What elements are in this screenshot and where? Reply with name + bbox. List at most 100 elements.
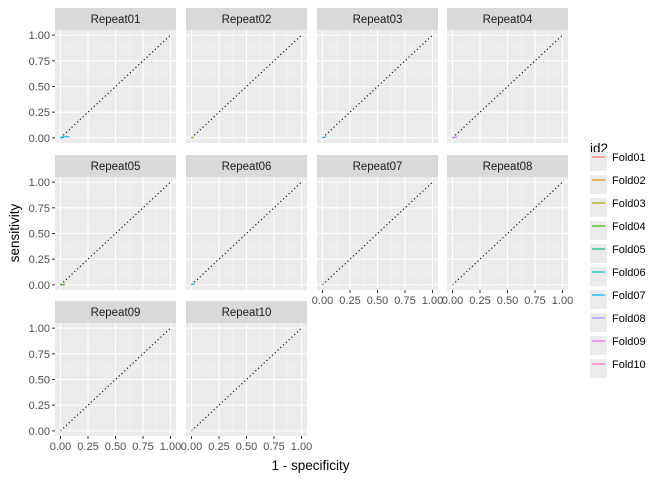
facet-panel: Repeat07 0.00 0.25 0.50 0.75 1.00 <box>312 155 443 307</box>
reference-diagonal <box>452 34 563 139</box>
x-axis-title: 1 - specificity <box>271 458 349 473</box>
legend-key-background <box>590 267 607 286</box>
roc-curve <box>322 136 326 139</box>
x-tick-label: 0.25 <box>77 441 98 453</box>
y-tick-label: 0.50 <box>29 375 50 387</box>
facet-strip <box>55 8 176 30</box>
x-tick-label: 0.00 <box>312 295 333 307</box>
x-tick-label: 0.50 <box>236 441 257 453</box>
legend-label: Fold08 <box>612 313 646 325</box>
facet-panel: Repeat10 0.00 0.25 0.50 0.75 1.00 <box>181 301 312 453</box>
facet-panel: Repeat05 0.00 0.25 0.50 0.75 1.00 <box>29 155 176 292</box>
y-tick-label: 0.25 <box>29 254 50 266</box>
legend-item: Fold05 <box>590 244 646 263</box>
reference-diagonal <box>322 34 433 139</box>
reference-diagonal <box>60 34 171 139</box>
roc-curve <box>191 136 194 139</box>
legend-key-background <box>590 221 607 240</box>
legend-key-background <box>590 313 607 332</box>
legend-label: Fold06 <box>612 267 646 279</box>
facet-strip-label: Repeat04 <box>483 14 533 26</box>
facet-strip-label: Repeat08 <box>483 161 533 173</box>
y-tick-label: 0.25 <box>29 107 50 119</box>
reference-diagonal <box>191 181 302 286</box>
legend-label: Fold02 <box>612 175 646 187</box>
facet-strip <box>55 155 176 177</box>
facet-strip-label: Repeat01 <box>91 14 141 26</box>
facet-strip-label: Repeat06 <box>222 161 272 173</box>
facet-strip <box>55 301 176 323</box>
roc-curve <box>60 283 65 286</box>
facet-strip-label: Repeat09 <box>91 307 141 319</box>
reference-diagonal <box>452 181 563 286</box>
roc-curve <box>60 136 64 139</box>
x-tick-label: 0.25 <box>469 295 490 307</box>
legend-key-background <box>590 244 607 263</box>
legend: id2 Fold01Fold02Fold03Fold04Fold05Fold06… <box>590 141 646 378</box>
roc-curve <box>452 283 454 286</box>
facet-strip <box>447 155 568 177</box>
x-tick-label: 0.75 <box>132 441 153 453</box>
y-tick-label: 1.00 <box>29 177 50 189</box>
x-tick-label: 1.00 <box>160 441 181 453</box>
facet-strip <box>447 8 568 30</box>
facet-strip-label: Repeat03 <box>353 14 403 26</box>
legend-item: Fold04 <box>590 221 646 240</box>
facet-strip-label: Repeat05 <box>91 161 141 173</box>
legend-label: Fold04 <box>612 221 646 233</box>
y-axis-title: sensitivity <box>7 203 22 262</box>
reference-diagonal <box>191 327 302 432</box>
facet-panel: Repeat06 <box>186 155 307 290</box>
facet-strip-label: Repeat02 <box>222 14 272 26</box>
y-tick-label: 1.00 <box>29 323 50 335</box>
facet-panel: Repeat02 <box>186 8 307 143</box>
legend-label: Fold05 <box>612 244 646 256</box>
x-tick-label: 1.00 <box>552 295 573 307</box>
y-tick-label: 0.50 <box>29 82 50 94</box>
x-tick-label: 0.50 <box>367 295 388 307</box>
roc-curve <box>452 136 455 139</box>
y-tick-label: 0.75 <box>29 349 50 361</box>
legend-key-background <box>590 198 607 217</box>
x-tick-label: 0.75 <box>524 295 545 307</box>
facet-strip <box>186 8 307 30</box>
reference-diagonal <box>60 181 171 286</box>
x-tick-label: 0.00 <box>442 295 463 307</box>
y-tick-label: 0.75 <box>29 203 50 215</box>
roc-curve <box>191 283 195 286</box>
facet-strip-label: Repeat10 <box>222 307 272 319</box>
facet-panel: Repeat09 0.00 0.25 0.50 0.75 1.00 0.00 0.25 0.50… <box>29 301 181 453</box>
facet-strip <box>186 155 307 177</box>
legend-item: Fold08 <box>590 313 646 332</box>
legend-key-background <box>590 152 607 171</box>
reference-diagonal <box>191 34 302 139</box>
facet-strip <box>317 8 438 30</box>
legend-item: Fold02 <box>590 175 646 194</box>
x-tick-label: 1.00 <box>422 295 443 307</box>
legend-key-background <box>590 290 607 309</box>
legend-item: Fold01 <box>590 152 646 171</box>
roc-curve <box>191 429 193 432</box>
facet-strip-label: Repeat07 <box>353 161 403 173</box>
x-tick-label: 0.00 <box>50 441 71 453</box>
reference-diagonal <box>322 181 433 286</box>
y-tick-label: 0.00 <box>29 280 50 292</box>
facet-panel: Repeat01 0.00 0.25 0.50 0.75 1.00 <box>29 8 176 145</box>
y-tick-label: 1.00 <box>29 30 50 42</box>
roc-curve <box>322 283 324 286</box>
legend-item: Fold09 <box>590 336 646 355</box>
facet-panel: Repeat04 <box>447 8 568 143</box>
x-tick-label: 1.00 <box>291 441 312 453</box>
x-tick-label: 0.75 <box>394 295 415 307</box>
legend-label: Fold09 <box>612 336 646 348</box>
x-tick-label: 0.25 <box>208 441 229 453</box>
legend-item: Fold10 <box>590 359 646 378</box>
facet-strip <box>186 301 307 323</box>
legend-label: Fold03 <box>612 198 646 210</box>
roc-curve <box>60 429 62 432</box>
legend-keys: Fold01 Fold02 Fold03 Fold04 Fold05 Fold06 Fold… <box>590 152 646 378</box>
legend-item: Fold07 <box>590 290 646 309</box>
y-tick-label: 0.00 <box>29 426 50 438</box>
x-tick-label: 0.25 <box>339 295 360 307</box>
